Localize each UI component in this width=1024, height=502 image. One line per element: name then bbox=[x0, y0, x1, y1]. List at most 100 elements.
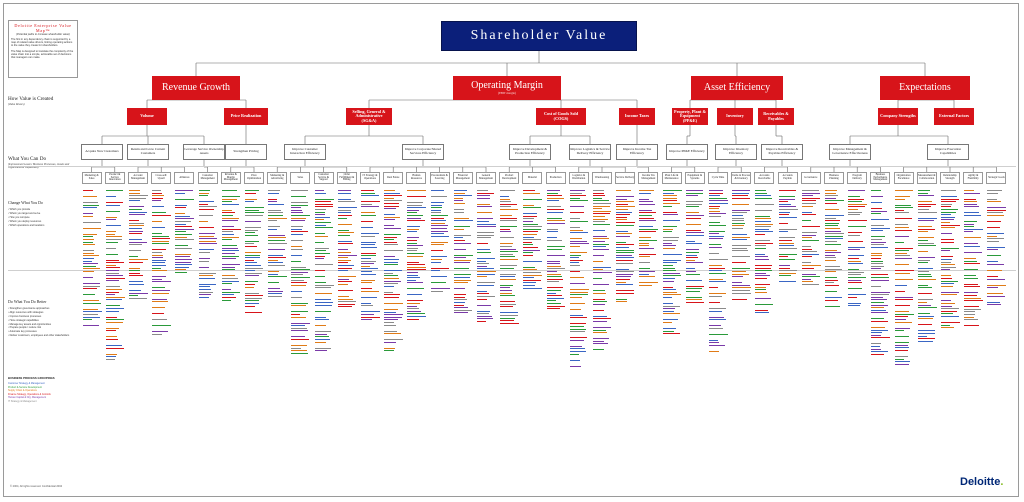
lever-detail-line bbox=[848, 258, 860, 259]
lever-detail-line bbox=[639, 242, 649, 244]
lever-detail-line bbox=[500, 315, 518, 316]
lever-detail-line bbox=[360, 268, 379, 270]
lever-detail-line bbox=[128, 192, 141, 194]
lever-detail-line bbox=[708, 190, 723, 191]
lever-detail-line bbox=[337, 201, 355, 203]
lever-detail-line bbox=[407, 245, 423, 247]
lever-detail-line bbox=[824, 230, 841, 232]
lever-detail-line bbox=[755, 223, 773, 225]
lever-detail-line bbox=[871, 246, 888, 248]
lever-detail-line bbox=[152, 267, 162, 269]
lever-detail-line bbox=[476, 203, 490, 205]
lever-detail-line bbox=[592, 269, 603, 271]
lever-detail-line bbox=[894, 196, 911, 197]
lever-detail-line bbox=[824, 220, 840, 222]
lever-detail-line bbox=[82, 255, 100, 257]
lever-detail-line bbox=[476, 298, 488, 300]
lever-detail-line bbox=[337, 290, 353, 291]
lever-detail-line bbox=[244, 234, 258, 236]
lever-detail-line bbox=[592, 200, 610, 202]
lever-detail-line bbox=[755, 259, 769, 260]
lever-detail-line bbox=[268, 293, 283, 295]
lever-detail-line bbox=[198, 272, 216, 274]
change-list-item: How you compete bbox=[8, 216, 44, 220]
lever-detail-line bbox=[755, 218, 772, 220]
lever-detail-line bbox=[546, 209, 565, 210]
lever-detail-line bbox=[708, 296, 722, 297]
lever-detail-line bbox=[105, 216, 118, 218]
lever-detail-line bbox=[987, 261, 998, 263]
lever-detail-line bbox=[592, 241, 606, 242]
lever-detail-line bbox=[546, 240, 562, 241]
lever-detail-line bbox=[360, 302, 371, 304]
lever-detail-line bbox=[82, 311, 102, 313]
lever-detail-line bbox=[360, 258, 372, 259]
lever-detail-line bbox=[268, 257, 287, 259]
lever-detail-line bbox=[384, 195, 402, 197]
lever-detail-line bbox=[685, 268, 695, 270]
lever-detail-line bbox=[546, 278, 563, 280]
lever-detail-line bbox=[662, 195, 678, 197]
lever-detail-line bbox=[128, 244, 143, 246]
lever-detail-line bbox=[384, 285, 395, 287]
lever-detail-line bbox=[592, 197, 603, 199]
lever-detail-line bbox=[314, 241, 324, 243]
lever-detail-line bbox=[732, 290, 751, 291]
lever-detail-line bbox=[569, 265, 580, 266]
lever-detail-line bbox=[105, 308, 125, 309]
lever-detail-line bbox=[662, 328, 676, 329]
lever-detail-line bbox=[152, 278, 163, 280]
lever-detail-line bbox=[685, 201, 704, 203]
lever-detail-line bbox=[523, 241, 533, 243]
lever-detail-line bbox=[732, 197, 750, 199]
lever-detail-line bbox=[384, 347, 395, 349]
lever-detail-line bbox=[987, 246, 1006, 248]
lever: Program Delivery bbox=[847, 172, 868, 184]
lever: Customer Service & Support bbox=[313, 172, 334, 184]
lever-detail-line bbox=[407, 228, 420, 230]
lever-detail-line bbox=[616, 203, 629, 205]
lever-detail-line bbox=[500, 290, 512, 291]
lever-detail-line bbox=[778, 270, 797, 272]
lever-detail-line bbox=[964, 192, 980, 194]
lever: Real Estate bbox=[383, 172, 404, 184]
lever-detail-line bbox=[708, 325, 721, 327]
lever-detail-line bbox=[128, 220, 140, 222]
lever-detail-line bbox=[291, 212, 304, 214]
lever-detail-line bbox=[616, 273, 634, 275]
lever-detail-line bbox=[894, 336, 910, 338]
lever-detail-line bbox=[268, 192, 280, 194]
lever-detail-line bbox=[662, 330, 674, 332]
what-you-do-title: What You Can Do bbox=[8, 156, 47, 162]
lever-detail-line bbox=[871, 307, 885, 309]
lever-detail-line bbox=[407, 308, 420, 310]
lever-detail-line bbox=[917, 217, 937, 219]
lever-detail-line bbox=[384, 214, 395, 216]
lever-detail-line bbox=[314, 211, 325, 213]
lever-detail-line bbox=[291, 231, 308, 233]
lever-detail-line bbox=[360, 252, 377, 254]
lever-detail-line bbox=[500, 246, 513, 247]
sub-driver-price-realization: Price Realization bbox=[224, 108, 268, 125]
lever-detail-line bbox=[569, 206, 585, 208]
lever-detail-line bbox=[894, 299, 913, 301]
lever-detail-line bbox=[662, 200, 677, 202]
lever-detail-line bbox=[152, 298, 167, 300]
lever-detail-line bbox=[82, 221, 102, 223]
lever-detail-line bbox=[82, 190, 93, 191]
lever-detail-line bbox=[732, 212, 747, 214]
lever-detail-line bbox=[871, 236, 886, 238]
lever-detail-line bbox=[546, 246, 566, 247]
lever-detail-line bbox=[500, 206, 512, 208]
lever-detail-line bbox=[175, 231, 187, 233]
lever: Strategic Goals bbox=[986, 172, 1007, 184]
lever-detail-line bbox=[639, 215, 652, 216]
lever-detail-line bbox=[824, 260, 837, 261]
copyright: © 2004, All rights reserved. Confidentia… bbox=[10, 485, 63, 488]
lever-detail-line bbox=[82, 277, 93, 278]
lever-detail-line bbox=[175, 198, 195, 200]
lever-detail-line bbox=[592, 340, 604, 342]
lever-detail-line bbox=[407, 277, 420, 279]
lever-detail-line bbox=[662, 247, 675, 249]
lever-detail-line bbox=[662, 291, 678, 293]
